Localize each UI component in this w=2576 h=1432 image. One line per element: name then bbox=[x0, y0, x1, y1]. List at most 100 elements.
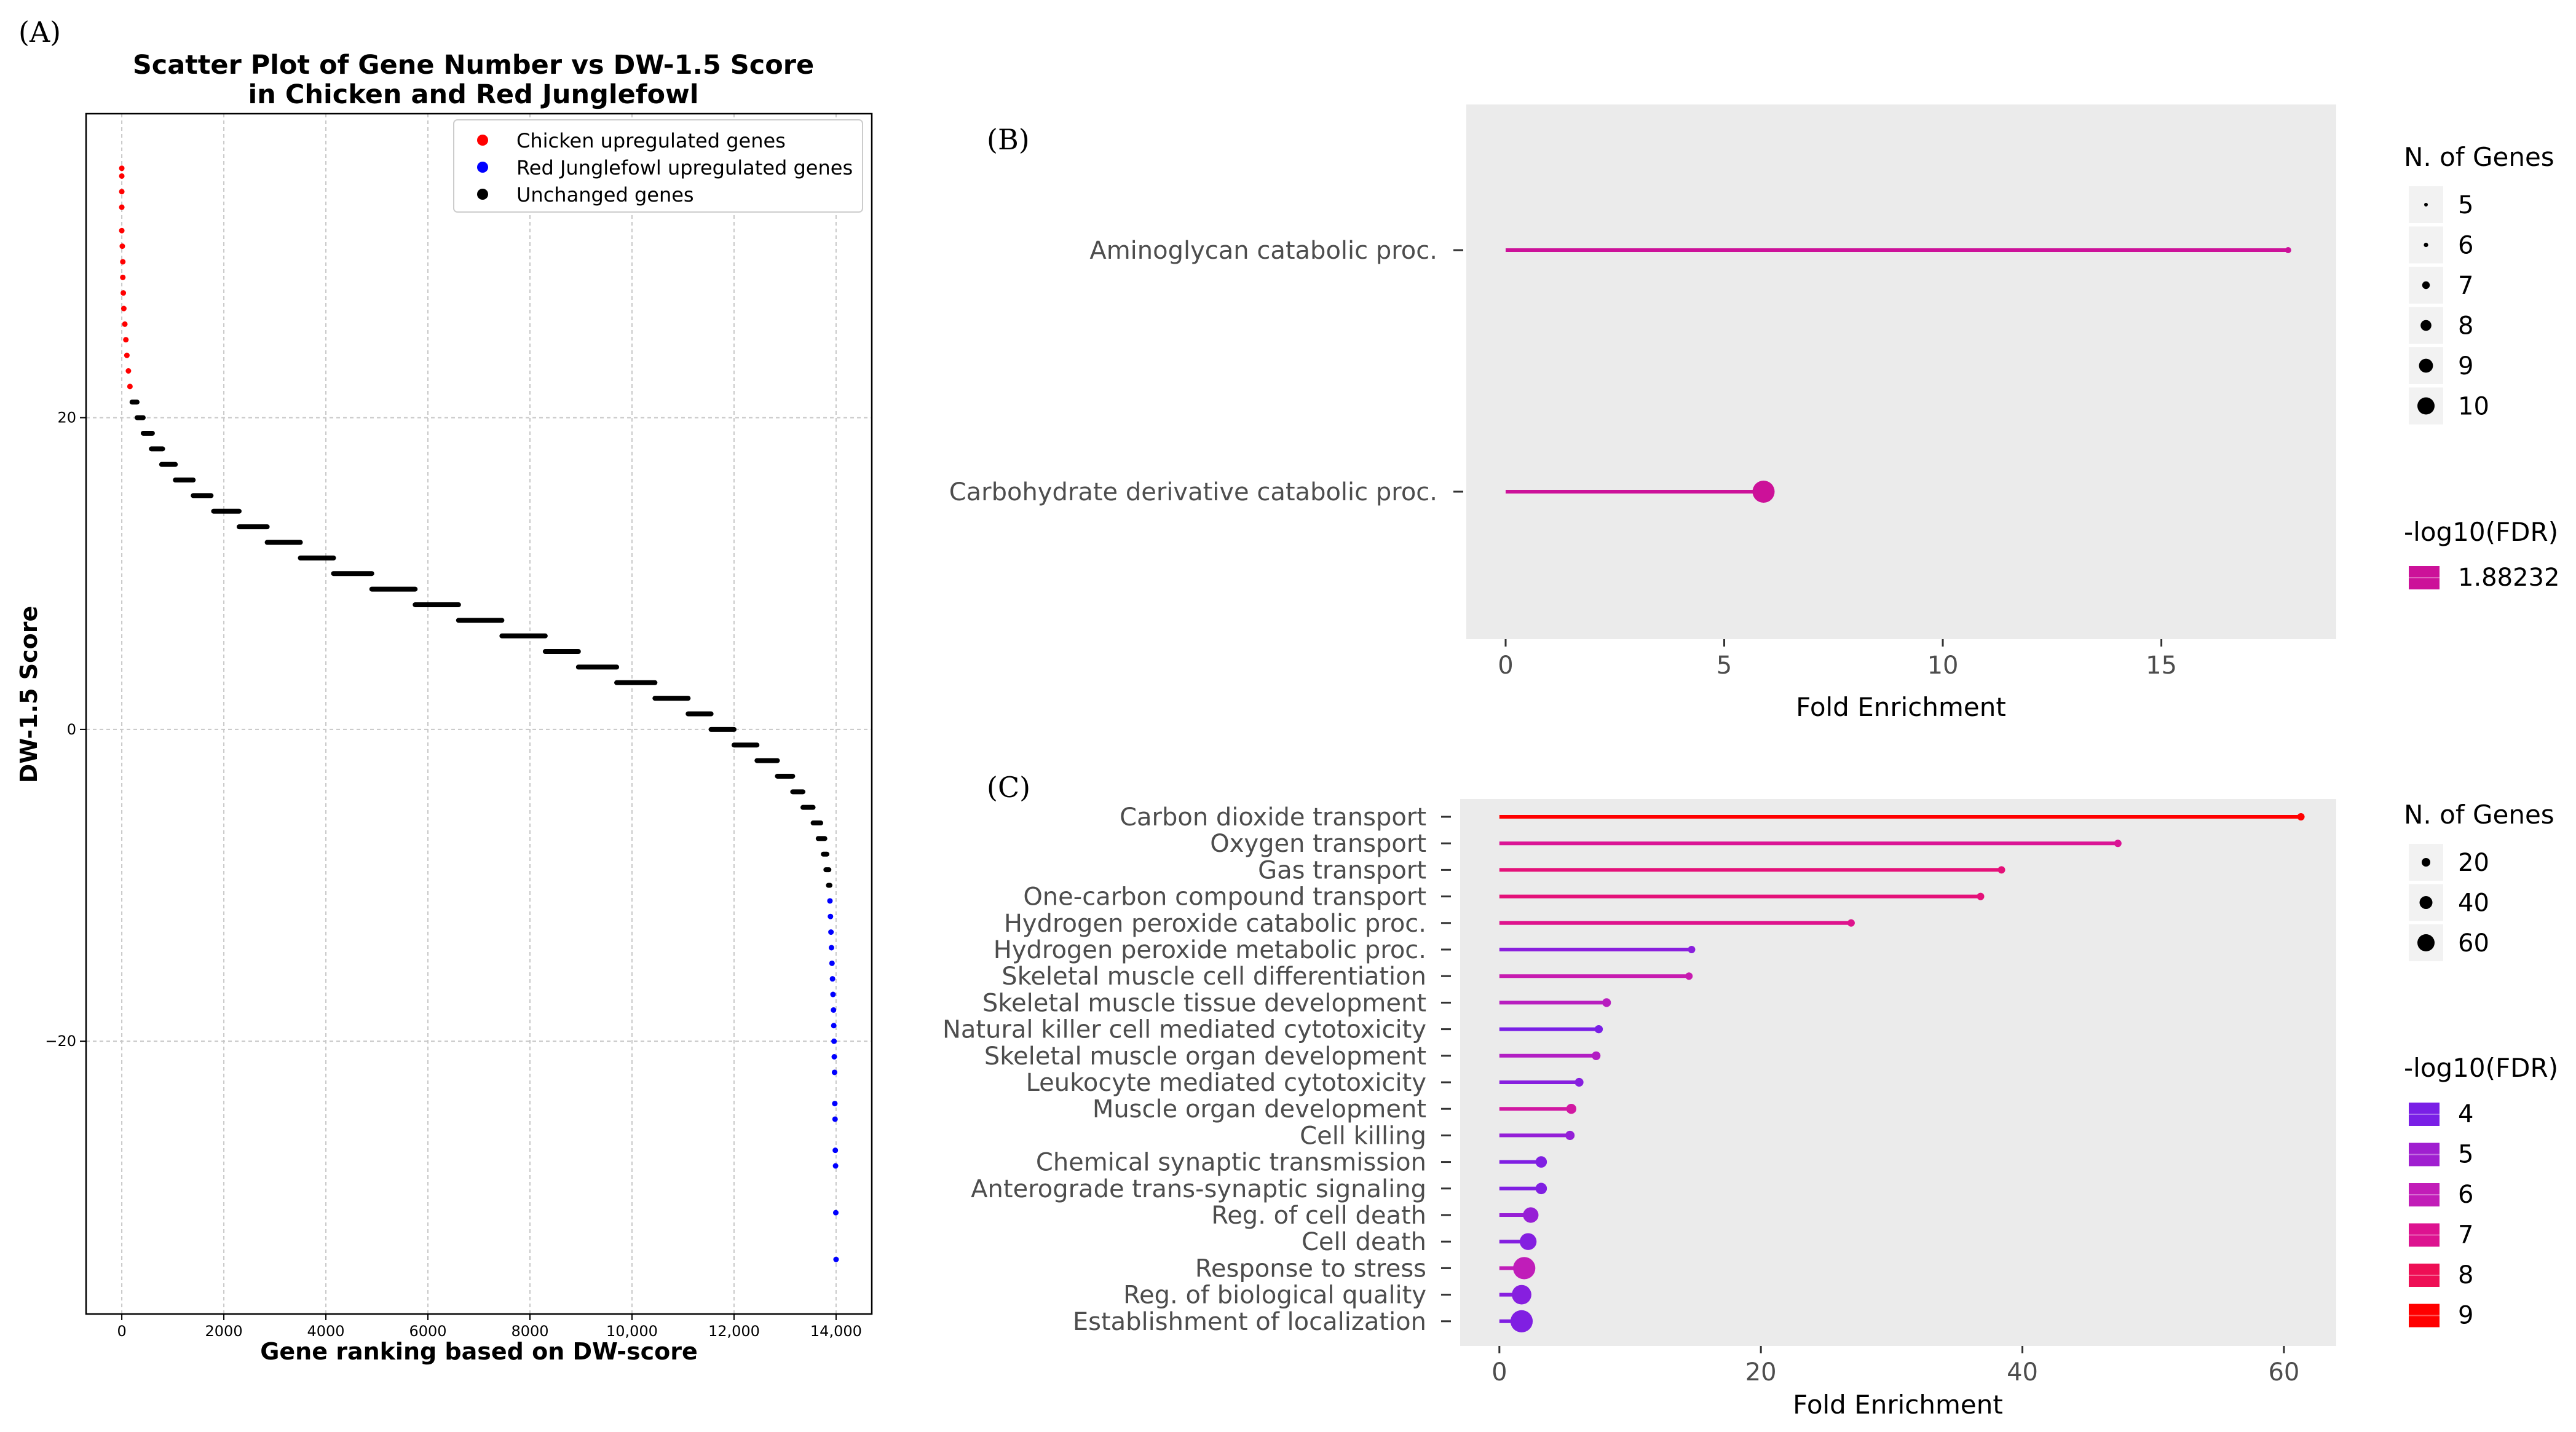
size-legend-label: 7 bbox=[2458, 272, 2473, 300]
category-label: Skeletal muscle organ development bbox=[984, 1042, 1426, 1071]
category-label: Anterograde trans-synaptic signaling bbox=[971, 1175, 1426, 1203]
lollipop-point bbox=[2285, 247, 2291, 253]
category-label: Reg. of cell death bbox=[1211, 1202, 1426, 1230]
size-legend-label: 40 bbox=[2458, 889, 2489, 918]
category-label: Natural killer cell mediated cytotoxicit… bbox=[942, 1016, 1426, 1044]
lollipop-point bbox=[1513, 1257, 1536, 1280]
data-point bbox=[124, 352, 130, 358]
data-point bbox=[831, 1069, 837, 1076]
chart-b-items: Aminoglycan catabolic proc. Carbohydrate … bbox=[949, 237, 2291, 506]
category-label: Hydrogen peroxide catabolic proc. bbox=[1004, 910, 1426, 938]
data-point bbox=[830, 991, 836, 997]
chart-a-y-label: DW-1.5 Score bbox=[15, 606, 42, 784]
data-point bbox=[832, 1147, 839, 1154]
chart-a-y-ticks: 20 0 −20 bbox=[45, 409, 86, 1050]
legend-marker-unchanged bbox=[477, 189, 488, 200]
x-tick-label: 10,000 bbox=[606, 1323, 658, 1340]
color-legend-swatch bbox=[2409, 1103, 2440, 1126]
x-tick-label: 5 bbox=[1717, 651, 1732, 680]
chart-b-grid bbox=[1504, 104, 2162, 639]
category-label: Chemical synaptic transmission bbox=[1036, 1149, 1426, 1177]
size-legend-dot bbox=[2422, 858, 2430, 867]
lollipop-point bbox=[1847, 919, 1855, 927]
size-legend-dot bbox=[2417, 397, 2435, 415]
chart-a-title-line1: Scatter Plot of Gene Number vs DW-1.5 Sc… bbox=[133, 50, 814, 81]
data-point bbox=[828, 945, 834, 951]
data-point bbox=[125, 368, 132, 374]
data-point bbox=[119, 204, 125, 210]
chart-c-size-legend: 20 40 60 bbox=[2409, 844, 2489, 961]
chart-c-color-legend-title: -log10(FDR) bbox=[2404, 1053, 2558, 1083]
data-point bbox=[831, 1054, 837, 1060]
data-point bbox=[832, 1210, 839, 1216]
lollipop-point bbox=[1566, 1104, 1576, 1114]
size-legend-dot bbox=[2417, 934, 2435, 951]
size-legend-dot bbox=[2419, 896, 2433, 909]
legend-label-chicken: Chicken upregulated genes bbox=[516, 129, 786, 152]
y-tick-label: 0 bbox=[67, 721, 76, 738]
color-legend-swatch bbox=[2409, 1264, 2440, 1287]
chart-c-size-legend-title: N. of Genes bbox=[2404, 800, 2554, 830]
chart-b-color-legend-title: -log10(FDR) bbox=[2404, 517, 2558, 547]
data-point bbox=[833, 1256, 839, 1262]
color-legend-swatch-fill bbox=[2409, 1264, 2440, 1287]
color-legend-label: 4 bbox=[2458, 1100, 2473, 1128]
chart-b-size-legend: 5 6 7 8 9 10 bbox=[2409, 186, 2489, 425]
size-legend-dot bbox=[2424, 242, 2428, 248]
x-tick-label: 14,000 bbox=[810, 1323, 862, 1340]
category-label: Muscle organ development bbox=[1092, 1095, 1426, 1123]
data-point bbox=[829, 960, 835, 966]
data-point bbox=[120, 274, 126, 280]
data-point bbox=[122, 321, 128, 327]
category-label: Leukocyte mediated cytotoxicity bbox=[1026, 1069, 1426, 1097]
chart-a-x-label: Gene ranking based on DW-score bbox=[260, 1338, 698, 1365]
legend-box bbox=[453, 119, 863, 213]
size-legend-label: 10 bbox=[2458, 393, 2489, 421]
category-label: Aminoglycan catabolic proc. bbox=[1089, 237, 1437, 265]
x-tick-label: 0 bbox=[1498, 651, 1513, 680]
lollipop-point bbox=[1510, 1310, 1533, 1332]
x-tick-label: 40 bbox=[2007, 1358, 2038, 1387]
chart-a-title-line2: in Chicken and Red Junglefowl bbox=[248, 79, 699, 110]
lollipop-point bbox=[1523, 1207, 1539, 1223]
legend-marker-junglefowl bbox=[477, 162, 488, 173]
category-label: Skeletal muscle cell differentiation bbox=[1002, 962, 1426, 991]
chart-a-points bbox=[119, 165, 839, 1262]
lollipop-point bbox=[1752, 481, 1775, 503]
lollipop-point bbox=[1512, 1284, 1531, 1305]
size-legend-label: 20 bbox=[2458, 849, 2489, 877]
chart-c-color-legend: 4 5 6 7 8 9 bbox=[2409, 1100, 2473, 1330]
category-label: Hydrogen peroxide metabolic proc. bbox=[994, 936, 1426, 964]
category-label: Response to stress bbox=[1195, 1254, 1426, 1283]
category-label: Gas transport bbox=[1258, 856, 1426, 884]
color-legend-swatch-fill bbox=[2409, 1143, 2440, 1166]
data-point bbox=[828, 929, 834, 935]
size-legend-label: 9 bbox=[2458, 352, 2473, 380]
x-tick-label: 4000 bbox=[307, 1323, 344, 1340]
category-label: Cell death bbox=[1302, 1228, 1426, 1256]
data-point bbox=[831, 1038, 837, 1044]
x-tick-label: 12,000 bbox=[708, 1323, 760, 1340]
category-label: One-carbon compound transport bbox=[1023, 883, 1426, 911]
data-point bbox=[123, 337, 129, 343]
size-legend-label: 5 bbox=[2458, 191, 2473, 219]
data-point bbox=[127, 384, 133, 390]
color-legend-swatch-fill bbox=[2409, 1183, 2440, 1206]
color-legend-swatch bbox=[2409, 1143, 2440, 1166]
chart-b-size-legend-title: N. of Genes bbox=[2404, 142, 2554, 172]
lollipop-point bbox=[1688, 946, 1696, 953]
lollipop-point bbox=[1565, 1130, 1575, 1140]
color-legend-swatch-fill bbox=[2409, 1304, 2440, 1328]
panel-c-label: (C) bbox=[987, 771, 1030, 804]
size-legend-dot bbox=[2420, 320, 2432, 331]
x-tick-label: 6000 bbox=[409, 1323, 446, 1340]
chart-a-grid bbox=[86, 114, 872, 1314]
legend-marker-chicken bbox=[477, 135, 488, 146]
x-tick-label: 20 bbox=[1745, 1358, 1777, 1387]
panel-a-label: (A) bbox=[18, 15, 61, 49]
chart-c-x-label: Fold Enrichment bbox=[1793, 1390, 2003, 1420]
data-point bbox=[829, 976, 836, 982]
category-label: Cell killing bbox=[1300, 1122, 1426, 1150]
